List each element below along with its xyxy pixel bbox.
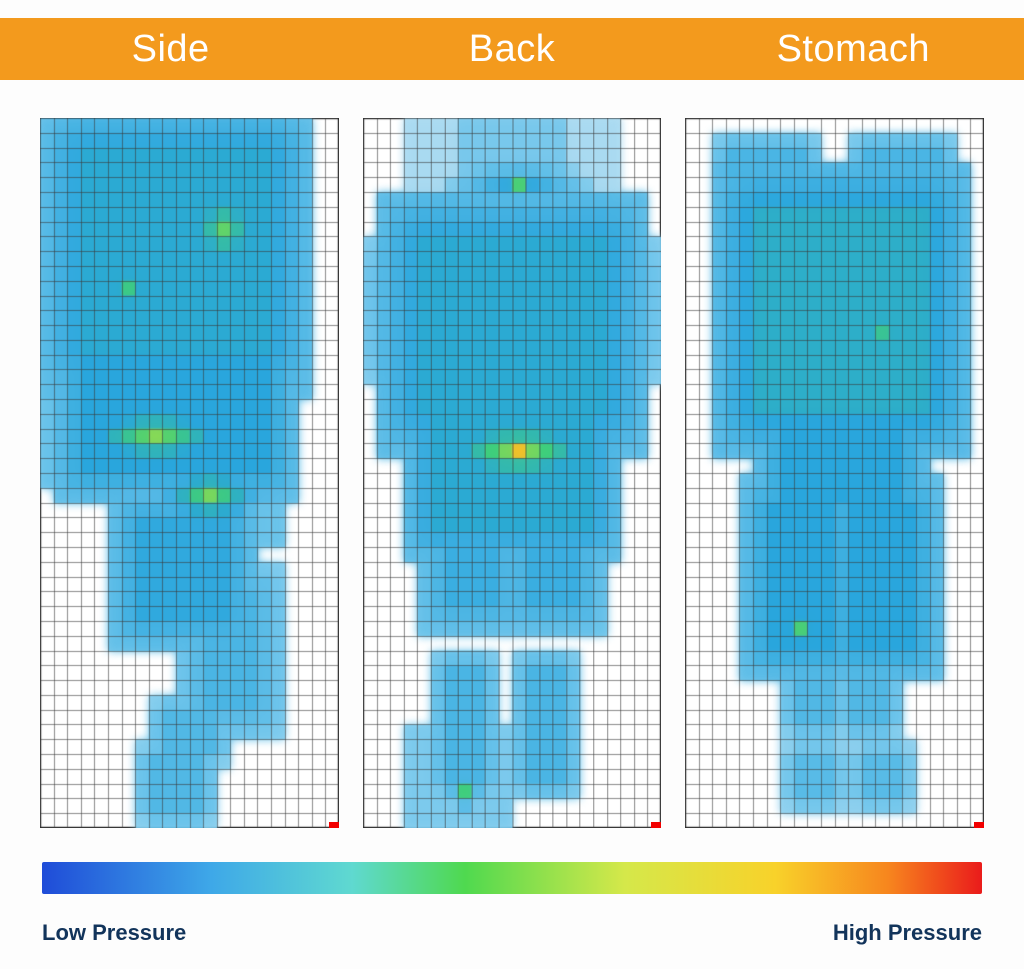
legend-low-label: Low Pressure bbox=[42, 920, 186, 946]
color-legend-bar bbox=[42, 862, 982, 894]
origin-marker-icon bbox=[974, 822, 984, 828]
header-bar: Side Back Stomach bbox=[0, 18, 1024, 80]
header-label-back: Back bbox=[341, 28, 682, 71]
heatmap-canvas-side bbox=[40, 118, 339, 828]
legend-high-label: High Pressure bbox=[833, 920, 982, 946]
heatmap-canvas-stomach bbox=[685, 118, 984, 828]
header-label-side: Side bbox=[0, 28, 341, 71]
origin-marker-icon bbox=[329, 822, 339, 828]
heatmap-panels bbox=[40, 118, 984, 828]
origin-marker-icon bbox=[651, 822, 661, 828]
heatmap-panel-stomach bbox=[685, 118, 984, 828]
heatmap-canvas-back bbox=[363, 118, 662, 828]
legend-labels: Low Pressure High Pressure bbox=[42, 920, 982, 946]
header-label-stomach: Stomach bbox=[683, 28, 1024, 71]
heatmap-panel-back bbox=[363, 118, 662, 828]
heatmap-panel-side bbox=[40, 118, 339, 828]
